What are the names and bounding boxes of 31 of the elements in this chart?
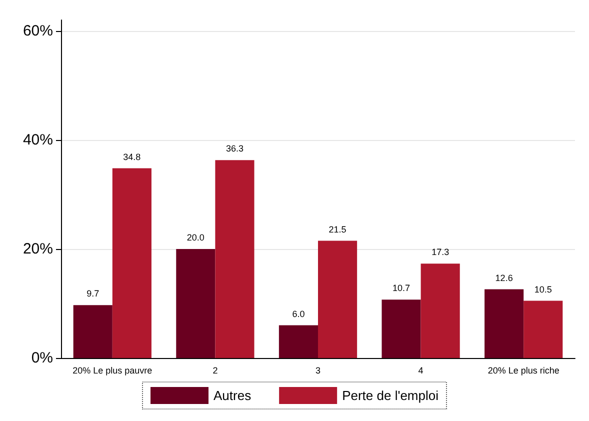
y-tick-label: 0%: [31, 350, 53, 366]
x-tick-label: 2: [212, 366, 218, 376]
bar: [318, 240, 358, 358]
bar: [215, 160, 254, 358]
bar: [73, 305, 112, 358]
x-tick-label: 3: [315, 366, 321, 376]
data-label: 21.5: [328, 224, 346, 234]
bar: [278, 325, 318, 358]
bar: [112, 168, 152, 358]
data-label: 6.0: [292, 308, 305, 319]
data-label: 20.0: [186, 232, 204, 242]
x-tick-label: 20% Le plus pauvre: [72, 366, 152, 376]
data-label: 34.8: [123, 152, 141, 162]
data-label: 10.7: [392, 283, 410, 294]
x-tick-label: 20% Le plus riche: [488, 366, 560, 376]
bar: [420, 264, 460, 358]
legend-label: Autres: [214, 388, 252, 403]
bar: [524, 300, 563, 358]
bar: [176, 248, 216, 358]
y-tick-label: 40%: [22, 131, 53, 148]
data-label: 12.6: [495, 272, 513, 283]
y-tick-label: 60%: [22, 22, 53, 40]
data-label: 10.5: [534, 284, 552, 294]
data-label: 9.7: [86, 288, 100, 299]
bar: [484, 289, 524, 358]
bar: [382, 300, 421, 358]
x-tick-label: 4: [418, 366, 424, 376]
data-label: 17.3: [432, 247, 450, 258]
legend-label: Perte de l'emploi: [342, 388, 439, 403]
y-tick-label: 20%: [22, 240, 53, 258]
data-label: 36.3: [226, 144, 244, 154]
